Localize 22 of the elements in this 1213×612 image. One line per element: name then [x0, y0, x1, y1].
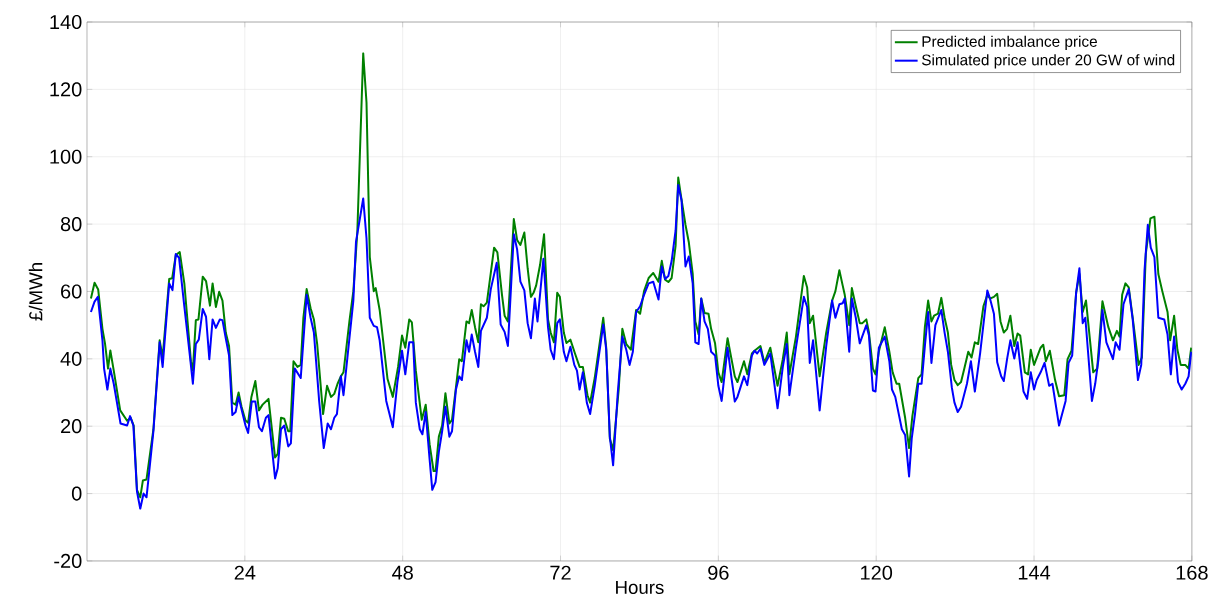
line-series — [89, 52, 1192, 499]
y-tick-label: -20 — [54, 553, 82, 569]
y-tick-label: 80 — [60, 217, 82, 232]
y-tick-label: 120 — [50, 82, 82, 97]
x-tick-label: 24 — [234, 565, 256, 580]
x-tick-label: 144 — [1018, 565, 1051, 580]
y-tick-label: 20 — [61, 419, 82, 434]
line-series — [89, 184, 1192, 510]
y-tick-label: 140 — [50, 14, 82, 30]
x-tick-label: 72 — [550, 565, 571, 580]
y-tick-label: 100 — [50, 149, 82, 164]
y-tick-label: 40 — [60, 351, 82, 366]
x-tick-label: 120 — [861, 565, 893, 580]
x-axis-title: Hours — [616, 581, 664, 595]
x-tick-label: 48 — [392, 565, 413, 580]
x-tick-label: 96 — [708, 565, 729, 580]
legend-label: Predicted imbalance price — [922, 35, 1097, 50]
legend-label: Simulated price under 20 GW of wind — [921, 54, 1175, 69]
y-tick-label: 60 — [61, 284, 82, 299]
y-tick-label: 0 — [71, 486, 82, 501]
x-tick-label: 168 — [1176, 565, 1208, 580]
y-axis-title: £/MWh — [28, 263, 43, 321]
